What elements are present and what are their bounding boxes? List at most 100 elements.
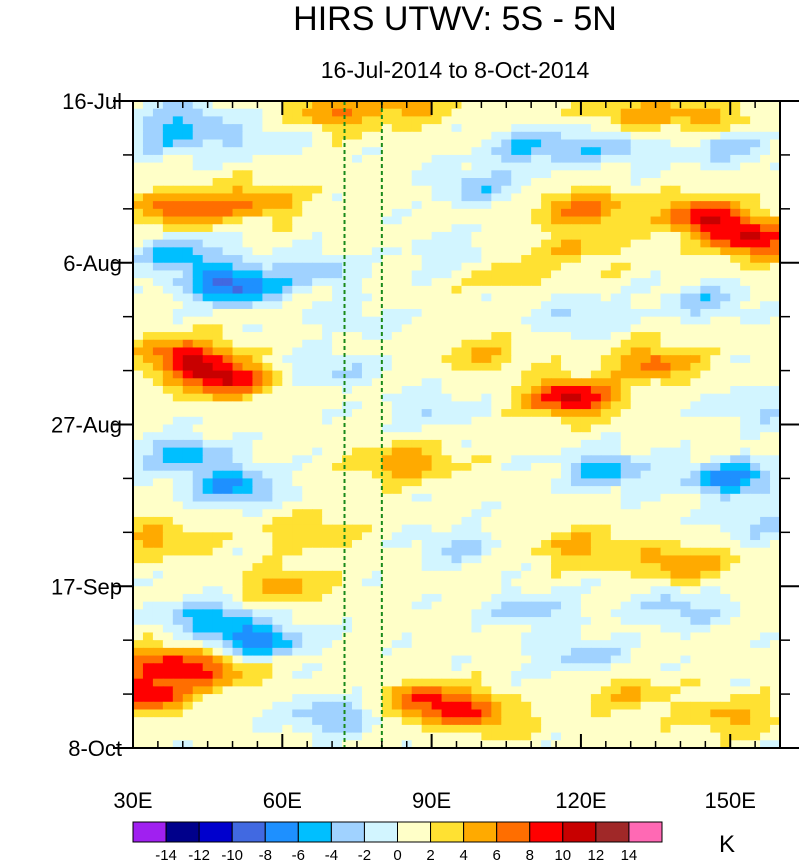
field-cell: [770, 170, 780, 179]
field-cell: [371, 216, 383, 225]
field-cell: [441, 139, 453, 148]
field-cell: [750, 247, 761, 256]
field-cell: [690, 208, 701, 218]
field-cell: [371, 162, 383, 171]
field-cell: [700, 455, 711, 464]
field-cell: [491, 593, 502, 603]
field-cell: [133, 355, 144, 364]
field-cell: [471, 470, 482, 480]
field-cell: [202, 139, 214, 148]
field-cell: [252, 647, 263, 657]
field-cell: [242, 486, 254, 495]
field-cell: [630, 231, 642, 241]
field-cell: [451, 493, 463, 503]
field-cell: [192, 670, 204, 680]
field-cell: [501, 547, 512, 557]
field-cell: [541, 516, 552, 526]
field-cell: [750, 555, 761, 564]
field-cell: [351, 632, 363, 641]
field-cell: [770, 208, 780, 218]
field-cell: [272, 509, 283, 518]
field-cell: [421, 170, 433, 179]
field-cell: [590, 686, 602, 695]
field-cell: [272, 255, 283, 264]
field-cell: [262, 493, 273, 503]
field-cell: [192, 378, 204, 387]
field-cell: [342, 670, 353, 680]
field-cell: [531, 393, 542, 402]
field-cell: [322, 678, 333, 687]
field-cell: [411, 647, 423, 657]
field-cell: [212, 370, 224, 379]
field-cell: [730, 601, 741, 610]
field-cell: [162, 278, 174, 287]
field-cell: [700, 640, 711, 649]
field-cell: [342, 362, 353, 372]
field-cell: [292, 678, 303, 687]
field-cell: [491, 624, 502, 634]
field-cell: [511, 486, 522, 495]
field-cell: [511, 154, 522, 164]
field-cell: [531, 170, 542, 179]
field-cell: [222, 609, 234, 618]
field-cell: [541, 609, 552, 618]
field-cell: [690, 516, 701, 526]
field-cell: [650, 308, 662, 318]
field-cell: [561, 601, 572, 610]
field-cell: [332, 640, 343, 649]
field-cell: [740, 601, 751, 610]
field-cell: [152, 663, 164, 672]
field-cell: [471, 624, 482, 634]
field-cell: [411, 278, 423, 287]
field-cell: [381, 409, 393, 418]
field-cell: [242, 563, 254, 572]
field-cell: [551, 655, 562, 664]
field-cell: [342, 178, 353, 187]
field-cell: [381, 624, 393, 634]
field-cell: [461, 416, 473, 426]
field-cell: [521, 224, 532, 233]
field-cell: [640, 632, 652, 641]
field-cell: [302, 154, 313, 164]
field-cell: [570, 278, 582, 287]
field-cell: [292, 239, 303, 248]
field-cell: [620, 486, 632, 495]
field-cell: [252, 332, 263, 341]
field-cell: [690, 670, 701, 680]
field-cell: [451, 293, 463, 302]
field-cell: [461, 193, 473, 202]
field-cell: [381, 170, 393, 179]
field-cell: [670, 147, 682, 156]
field-cell: [391, 378, 403, 387]
field-cell: [351, 570, 363, 580]
field-cell: [411, 285, 423, 295]
field-cell: [421, 370, 433, 379]
field-cell: [332, 470, 343, 480]
field-cell: [760, 609, 771, 618]
field-cell: [770, 478, 780, 487]
field-cell: [431, 355, 443, 364]
field-cell: [292, 640, 303, 649]
field-cell: [192, 316, 204, 325]
field-cell: [182, 416, 194, 426]
field-cell: [212, 193, 224, 202]
field-cell: [640, 347, 652, 356]
field-cell: [202, 524, 214, 533]
field-cell: [690, 108, 701, 117]
field-cell: [600, 370, 612, 379]
field-cell: [401, 332, 413, 341]
field-cell: [401, 370, 413, 379]
field-cell: [551, 332, 562, 341]
field-cell: [740, 224, 751, 233]
field-cell: [580, 447, 592, 456]
field-cell: [411, 424, 423, 433]
field-cell: [152, 339, 164, 349]
field-cell: [421, 493, 433, 503]
field-cell: [541, 162, 552, 171]
field-cell: [580, 347, 592, 356]
field-cell: [461, 170, 473, 179]
field-cell: [610, 640, 622, 649]
field-cell: [292, 139, 303, 148]
field-cell: [391, 640, 403, 649]
field-cell: [720, 601, 731, 610]
